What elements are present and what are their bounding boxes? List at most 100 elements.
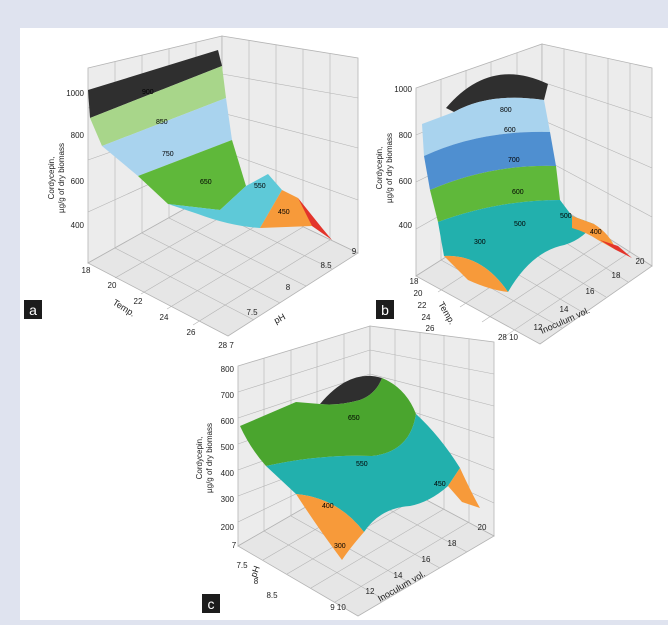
plot-a-contour-850: 850 bbox=[156, 119, 168, 126]
plot-b-ytick-12: 12 bbox=[534, 323, 543, 332]
plot-c-x-label: pH bbox=[248, 564, 261, 578]
plot-b-xtick-20: 20 bbox=[414, 289, 423, 298]
plot-b-band-orange-left bbox=[444, 255, 508, 292]
plot-b-ytick-16: 16 bbox=[586, 287, 595, 296]
plot-b-contour-600: 600 bbox=[512, 189, 524, 196]
plot-b-contour-500-right: 500 bbox=[560, 213, 572, 220]
plot-a-contour-900: 900 bbox=[142, 89, 154, 96]
plot-b-ztick-400: 400 bbox=[399, 221, 413, 230]
plot-a-band-lightblue bbox=[102, 98, 232, 176]
plot-a-y-label: pH bbox=[272, 312, 287, 326]
plot-a-ztick-400: 400 bbox=[71, 221, 85, 230]
plot-c-ztick-600: 600 bbox=[221, 417, 235, 426]
plot-c-band-teal bbox=[266, 414, 460, 532]
plot-c-ytick-20: 20 bbox=[478, 523, 487, 532]
surface-plot-c: 650 550 400 450 300 800 700 600 500 400 … bbox=[195, 325, 495, 617]
plot-b-xtick-28: 28 10 bbox=[498, 333, 519, 342]
plot-c-ztick-500: 500 bbox=[221, 443, 235, 452]
plot-b-contour-700: 700 bbox=[508, 157, 520, 164]
plot-b-band-red bbox=[600, 240, 632, 258]
plot-c-ytick-18: 18 bbox=[448, 539, 457, 548]
surface-plot-b: 800 600 700 600 500 500 400 300 1000 800… bbox=[375, 43, 653, 345]
panel-a-label-box bbox=[24, 300, 42, 319]
plot-b-band-lightblue bbox=[422, 97, 550, 156]
plot-c-xtick-7: 7 bbox=[232, 541, 237, 550]
panel-c-label: c bbox=[208, 596, 215, 612]
plot-c-ytick-12: 12 bbox=[366, 587, 375, 596]
plot-c-zlabel-line1: Cordycepin, bbox=[195, 437, 204, 480]
plot-a-zlabel-line2: µg/g of dry biomass bbox=[57, 143, 66, 213]
plot-c-band-green bbox=[240, 378, 416, 466]
plot-b-band-black bbox=[446, 74, 548, 112]
plot-a-zlabel-line1: Cordycepin, bbox=[47, 157, 56, 200]
plot-b-band-teal bbox=[438, 200, 594, 292]
figure-panel: 900 850 750 650 550 450 1000 800 600 400… bbox=[20, 28, 668, 620]
plot-c-ztick-700: 700 bbox=[221, 391, 235, 400]
plot-a-xtick-18: 18 bbox=[82, 266, 91, 275]
plot-b-contour-300: 300 bbox=[474, 239, 486, 246]
plot-a-ztick-600: 600 bbox=[71, 177, 85, 186]
plot-c-ztick-800: 800 bbox=[221, 365, 235, 374]
plot-c-y-ticks: 12 14 16 18 20 bbox=[366, 523, 487, 596]
plot-c-contour-300: 300 bbox=[334, 543, 346, 550]
plot-c-surface: 650 550 400 450 300 bbox=[240, 375, 480, 560]
plot-a-xtick-20: 20 bbox=[108, 281, 117, 290]
plot-a-contour-750: 750 bbox=[162, 151, 174, 158]
plot-a-contour-550: 550 bbox=[254, 183, 266, 190]
plot-b-xtick-22: 22 bbox=[418, 301, 427, 310]
plot-a-z-label: Cordycepin, µg/g of dry biomass bbox=[47, 143, 66, 213]
plot-b-contour-500: 500 bbox=[514, 221, 526, 228]
plot-a-y-ticks: 28 7 7.5 8 8.5 9 bbox=[218, 247, 357, 350]
plot-a-ztick-800: 800 bbox=[71, 131, 85, 140]
plot-c-ztick-400: 400 bbox=[221, 469, 235, 478]
plot-a-xtick-22: 22 bbox=[134, 297, 143, 306]
plot-b-xtick-18: 18 bbox=[410, 277, 419, 286]
plot-a-ytick-8: 8 bbox=[286, 283, 291, 292]
plot-c-contour-650: 650 bbox=[348, 415, 360, 422]
panel-b-label-box bbox=[376, 300, 394, 319]
plot-b-ztick-800: 800 bbox=[399, 131, 413, 140]
panel-c-label-box bbox=[202, 594, 220, 613]
plot-a-z-ticks: 1000 800 600 400 bbox=[66, 89, 84, 230]
plot-a-ytick-9: 9 bbox=[352, 247, 357, 256]
plot-a-ztick-1000: 1000 bbox=[66, 89, 84, 98]
plot-a-xtick-26: 26 bbox=[187, 328, 196, 337]
plot-b-x-label: Temp. bbox=[436, 300, 457, 326]
plot-b-ztick-1000: 1000 bbox=[394, 85, 412, 94]
plot-a-ytick-7: 28 7 bbox=[218, 341, 234, 350]
plot-b-ytick-20: 20 bbox=[636, 257, 645, 266]
plot-b-z-label: Cordycepin, µg/g of dry biomass bbox=[375, 133, 394, 203]
plot-a-xtick-24: 24 bbox=[160, 313, 169, 322]
plot-c-contour-450: 450 bbox=[434, 481, 446, 488]
plot-c-xtick-9: 9 10 bbox=[330, 603, 346, 612]
plot-b-ytick-18: 18 bbox=[612, 271, 621, 280]
plot-b-zlabel-line2: µg/g of dry biomass bbox=[385, 133, 394, 203]
plot-a-x-ticks: 18 20 22 24 26 bbox=[82, 266, 196, 337]
plot-c-xtick-8.5: 8.5 bbox=[266, 591, 278, 600]
plot-a-ytick-7.5: 7.5 bbox=[246, 308, 258, 317]
plot-a-contour-450: 450 bbox=[278, 209, 290, 216]
plot-b-z-ticks: 1000 800 600 400 bbox=[394, 85, 412, 230]
plot-a-band-orange bbox=[260, 190, 312, 228]
plot-b-surface: 800 600 700 600 500 500 400 300 bbox=[422, 74, 632, 292]
plot-c-ytick-14: 14 bbox=[394, 571, 403, 580]
plot-c-band-orange-right bbox=[448, 468, 480, 508]
plot-b-band-blue bbox=[424, 131, 556, 190]
plot-c-xtick-8: 8 bbox=[254, 577, 259, 586]
plot-b-band-green bbox=[430, 165, 560, 222]
plot-a-band-lightgreen bbox=[90, 66, 226, 146]
plot-c-band-black bbox=[320, 375, 382, 405]
plot-c-ztick-300: 300 bbox=[221, 495, 235, 504]
plot-b-xtick-26: 26 bbox=[426, 324, 435, 333]
plot-b-x-ticks: 18 20 22 24 26 28 10 bbox=[410, 277, 519, 342]
plot-c-ztick-200: 200 bbox=[221, 523, 235, 532]
plot-c-zlabel-line2: µg/g of dry biomass bbox=[205, 423, 214, 493]
panel-a-label: a bbox=[29, 302, 37, 318]
plot-b-contour-800: 800 bbox=[500, 107, 512, 114]
plot-c-band-orange-left bbox=[296, 494, 364, 560]
plot-a-surface: 900 850 750 650 550 450 bbox=[88, 50, 332, 240]
plot-a-ytick-8.5: 8.5 bbox=[320, 261, 332, 270]
plot-b-ytick-14: 14 bbox=[560, 305, 569, 314]
surface-plot-a: 900 850 750 650 550 450 1000 800 600 400… bbox=[24, 35, 359, 350]
